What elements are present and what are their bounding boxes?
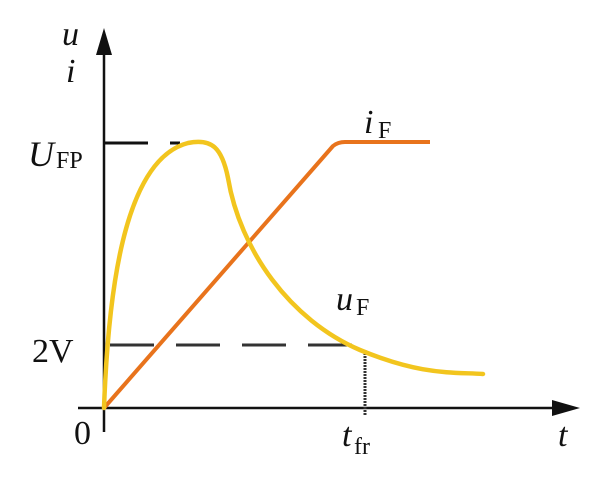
tfr-subscript: fr [354, 434, 370, 460]
current-curve-subscript: F [378, 118, 391, 144]
current-curve [102, 140, 430, 410]
threshold-voltage-label: 2V [32, 333, 74, 370]
voltage-curve-subscript: F [356, 295, 369, 321]
voltage-curve-symbol: u [336, 281, 353, 318]
tfr-symbol: t [342, 417, 353, 454]
peak-voltage-symbol: U [28, 134, 56, 174]
x-axis-arrow [552, 400, 580, 416]
origin-label: 0 [74, 415, 91, 452]
peak-voltage-subscript: FP [56, 148, 83, 174]
voltage-curve [101, 139, 486, 411]
current-curve-symbol: i [364, 104, 373, 141]
y-label-u: u [62, 16, 79, 53]
y-label-i: i [66, 53, 75, 90]
y-axis-arrow [96, 28, 112, 55]
x-label-t: t [558, 417, 569, 454]
